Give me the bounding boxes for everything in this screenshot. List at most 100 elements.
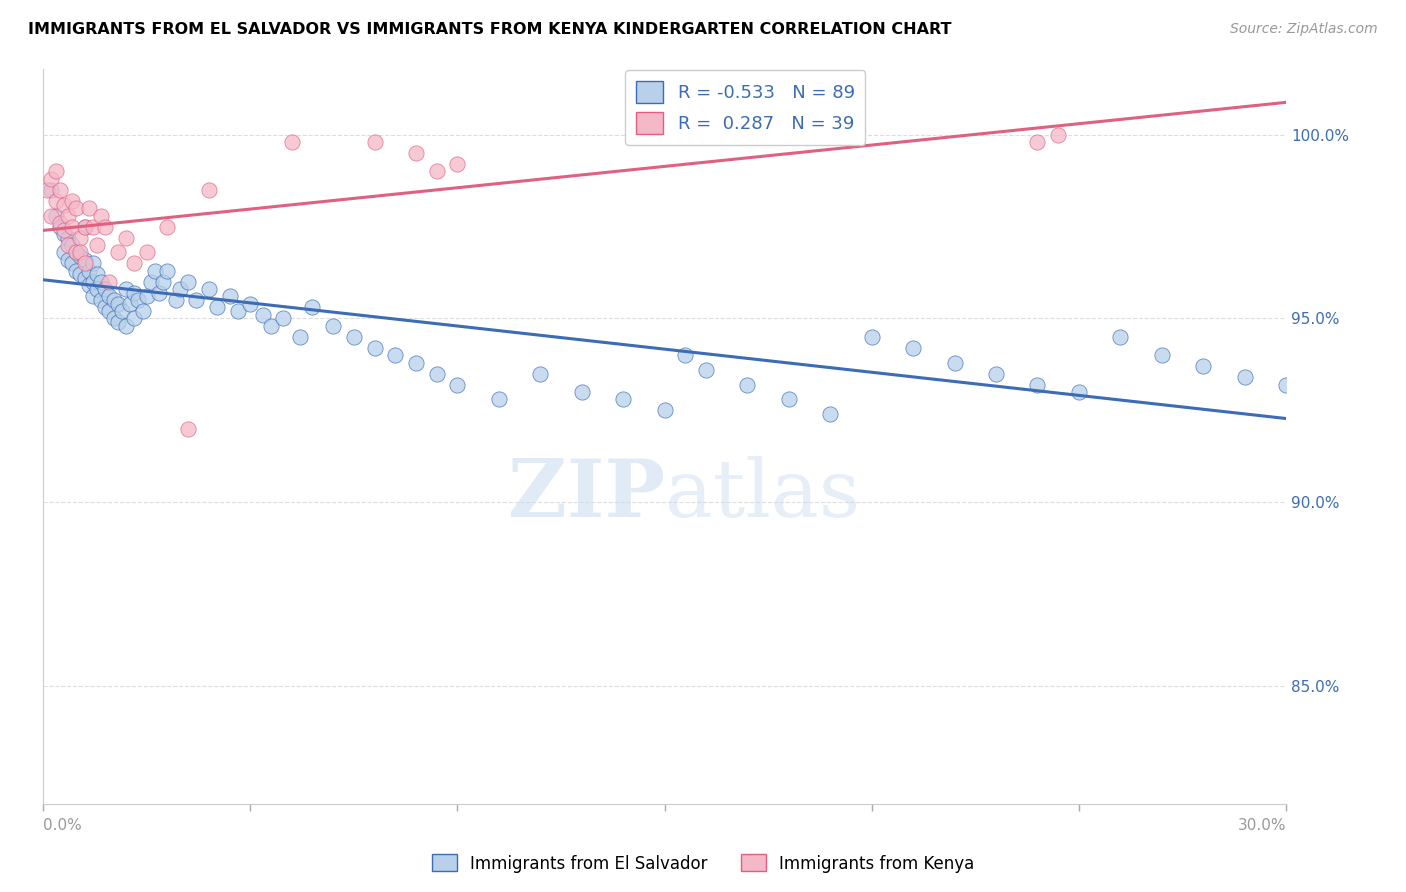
Point	[301, 301, 323, 315]
Point	[69, 230, 91, 244]
Point	[41, 183, 63, 197]
Point	[122, 285, 145, 300]
Point	[426, 164, 449, 178]
Point	[73, 252, 96, 267]
Point	[115, 230, 138, 244]
Point	[165, 293, 187, 307]
Point	[65, 201, 87, 215]
Point	[186, 293, 208, 307]
Point	[260, 318, 283, 333]
Point	[73, 256, 96, 270]
Point	[82, 275, 104, 289]
Point	[45, 194, 67, 208]
Point	[73, 219, 96, 234]
Point	[52, 227, 75, 241]
Point	[177, 422, 200, 436]
Point	[56, 252, 79, 267]
Point	[69, 249, 91, 263]
Point	[529, 367, 551, 381]
Point	[446, 377, 468, 392]
Point	[405, 355, 427, 369]
Point	[77, 278, 100, 293]
Point	[363, 341, 385, 355]
Point	[115, 318, 138, 333]
Point	[98, 275, 121, 289]
Text: IMMIGRANTS FROM EL SALVADOR VS IMMIGRANTS FROM KENYA KINDERGARTEN CORRELATION CH: IMMIGRANTS FROM EL SALVADOR VS IMMIGRANT…	[28, 22, 952, 37]
Point	[488, 392, 510, 407]
Point	[426, 367, 449, 381]
Point	[82, 289, 104, 303]
Point	[56, 230, 79, 244]
Legend: R = -0.533   N = 89, R =  0.287   N = 39: R = -0.533 N = 89, R = 0.287 N = 39	[626, 70, 866, 145]
Point	[107, 245, 129, 260]
Point	[82, 219, 104, 234]
Point	[135, 289, 157, 303]
Point	[94, 282, 117, 296]
Point	[139, 275, 162, 289]
Point	[1150, 348, 1173, 362]
Point	[148, 285, 170, 300]
Text: 0.0%: 0.0%	[44, 818, 82, 833]
Point	[984, 367, 1007, 381]
Point	[107, 315, 129, 329]
Point	[69, 268, 91, 282]
Point	[446, 157, 468, 171]
Point	[1275, 377, 1298, 392]
Point	[60, 219, 83, 234]
Point	[612, 392, 634, 407]
Point	[90, 275, 112, 289]
Point	[695, 363, 717, 377]
Point	[82, 256, 104, 270]
Point	[860, 330, 883, 344]
Point	[98, 289, 121, 303]
Point	[45, 164, 67, 178]
Point	[86, 282, 108, 296]
Point	[52, 223, 75, 237]
Point	[273, 311, 295, 326]
Point	[48, 183, 70, 197]
Point	[52, 245, 75, 260]
Point	[135, 245, 157, 260]
Point	[52, 197, 75, 211]
Point	[115, 282, 138, 296]
Point	[384, 348, 406, 362]
Point	[111, 304, 134, 318]
Point	[673, 348, 696, 362]
Point	[107, 297, 129, 311]
Point	[363, 135, 385, 149]
Point	[1109, 330, 1132, 344]
Point	[343, 330, 366, 344]
Point	[1192, 359, 1215, 374]
Point	[156, 263, 179, 277]
Point	[60, 256, 83, 270]
Point	[103, 311, 125, 326]
Point	[571, 384, 593, 399]
Point	[820, 407, 842, 421]
Point	[1233, 370, 1256, 384]
Point	[198, 183, 221, 197]
Point	[56, 209, 79, 223]
Point	[239, 297, 262, 311]
Text: 30.0%: 30.0%	[1237, 818, 1286, 833]
Point	[252, 308, 274, 322]
Point	[127, 293, 149, 307]
Point	[901, 341, 924, 355]
Point	[65, 263, 87, 277]
Point	[1026, 377, 1049, 392]
Point	[131, 304, 153, 318]
Point	[41, 171, 63, 186]
Point	[737, 377, 759, 392]
Point	[405, 146, 427, 161]
Text: ZIP: ZIP	[508, 456, 665, 534]
Point	[1026, 135, 1049, 149]
Point	[90, 293, 112, 307]
Point	[60, 238, 83, 252]
Point	[122, 256, 145, 270]
Point	[322, 318, 344, 333]
Point	[65, 245, 87, 260]
Point	[65, 245, 87, 260]
Point	[943, 355, 966, 369]
Legend: Immigrants from El Salvador, Immigrants from Kenya: Immigrants from El Salvador, Immigrants …	[425, 847, 981, 880]
Point	[86, 268, 108, 282]
Point	[1047, 128, 1070, 142]
